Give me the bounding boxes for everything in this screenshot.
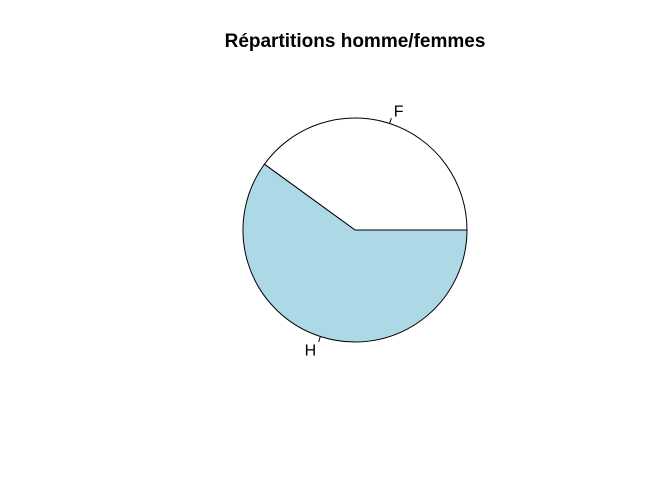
pie-slices [242, 117, 468, 343]
pie-labels: FH [305, 104, 404, 360]
pie-tick-f [389, 118, 392, 124]
pie-label-h: H [305, 342, 317, 359]
chart-title: Répartitions homme/femmes [225, 31, 486, 52]
pie-tick-h [318, 336, 321, 342]
pie-slice-f [263, 117, 468, 231]
pie-label-f: F [394, 104, 404, 121]
